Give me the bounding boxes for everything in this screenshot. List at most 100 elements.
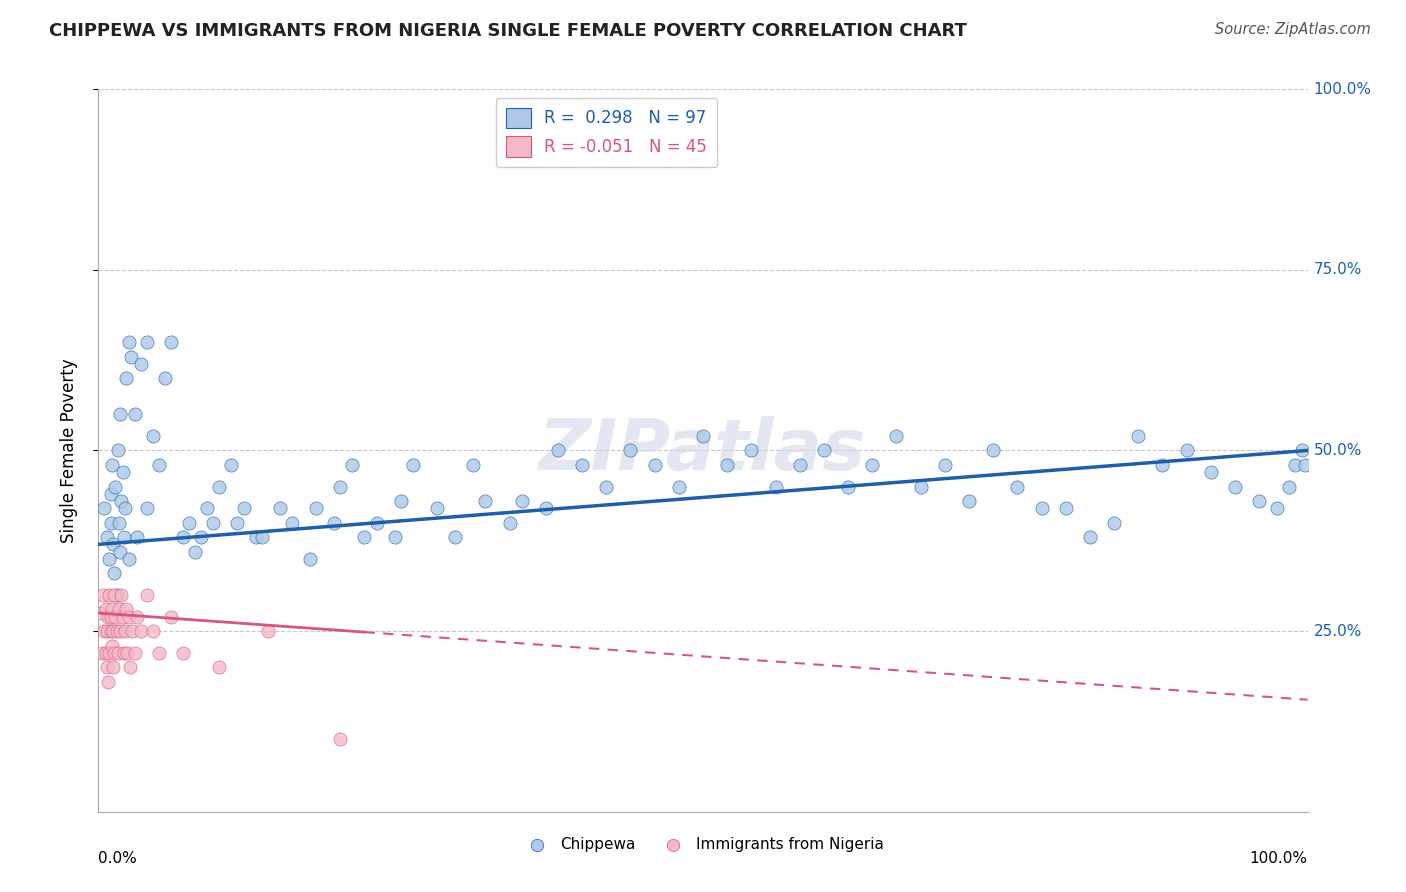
Point [1102,516,1125,530]
Point [329,480,352,494]
Point [190,530,212,544]
Point [98,551,121,566]
Point [1278,480,1301,494]
Point [474,494,496,508]
Point [98,646,121,660]
Point [1249,494,1271,508]
Point [91,646,114,660]
Point [118,334,141,349]
Point [692,429,714,443]
Point [595,480,617,494]
Point [90,606,112,620]
Point [96,530,118,544]
Point [142,624,165,639]
Point [114,501,136,516]
Text: 75.0%: 75.0% [1313,262,1362,277]
Point [127,530,149,544]
Point [1284,458,1306,472]
Point [250,530,273,544]
Point [107,646,129,660]
Point [112,530,135,544]
Point [112,646,135,660]
Point [547,443,569,458]
Point [94,646,117,660]
Point [108,407,131,421]
Point [120,350,142,364]
Point [860,458,883,472]
Point [124,407,146,421]
Text: Source: ZipAtlas.com: Source: ZipAtlas.com [1215,22,1371,37]
Point [202,516,225,530]
Point [716,458,738,472]
Point [384,530,406,544]
Point [353,530,375,544]
Point [101,624,124,639]
Point [1175,443,1198,458]
Point [172,646,194,660]
Point [342,458,364,472]
Point [108,602,131,616]
Point [232,501,254,516]
Point [100,487,122,501]
Point [389,494,412,508]
Point [96,624,118,639]
Point [910,480,932,494]
Point [195,501,218,516]
Point [100,516,122,530]
Point [127,609,149,624]
Point [108,544,131,558]
Point [498,516,520,530]
Point [1128,429,1150,443]
Point [837,480,859,494]
Point [107,443,129,458]
Point [534,501,557,516]
Point [813,443,835,458]
Point [97,609,120,624]
Point [1267,501,1289,516]
Point [281,516,304,530]
Point [108,516,131,530]
Point [129,357,152,371]
Point [366,516,388,530]
Point [105,588,128,602]
Point [765,480,787,494]
Point [426,501,449,516]
Point [226,516,249,530]
Text: 25.0%: 25.0% [1313,624,1362,639]
Point [1294,458,1316,472]
Point [101,660,124,674]
Point [269,501,291,516]
Point [111,609,134,624]
Point [110,588,132,602]
Point [104,480,127,494]
Point [100,624,122,639]
Point [118,609,141,624]
Point [402,458,425,472]
Point [644,458,666,472]
Point [153,371,176,385]
Point [245,530,267,544]
Point [124,646,146,660]
Point [100,458,122,472]
Point [101,537,124,551]
Point [1007,480,1029,494]
Point [1199,465,1222,479]
Point [100,639,122,653]
Point [118,660,141,674]
Point [571,458,593,472]
Point [104,609,127,624]
Point [160,609,183,624]
Point [135,501,157,516]
Point [115,602,138,616]
Point [668,480,690,494]
Point [98,588,121,602]
Text: 100.0%: 100.0% [1250,852,1308,866]
Point [135,334,157,349]
Point [142,429,165,443]
Point [221,458,243,472]
Point [1152,458,1174,472]
Point [117,646,139,660]
Point [208,660,231,674]
Text: 0.0%: 0.0% [98,852,138,866]
Point [103,646,125,660]
